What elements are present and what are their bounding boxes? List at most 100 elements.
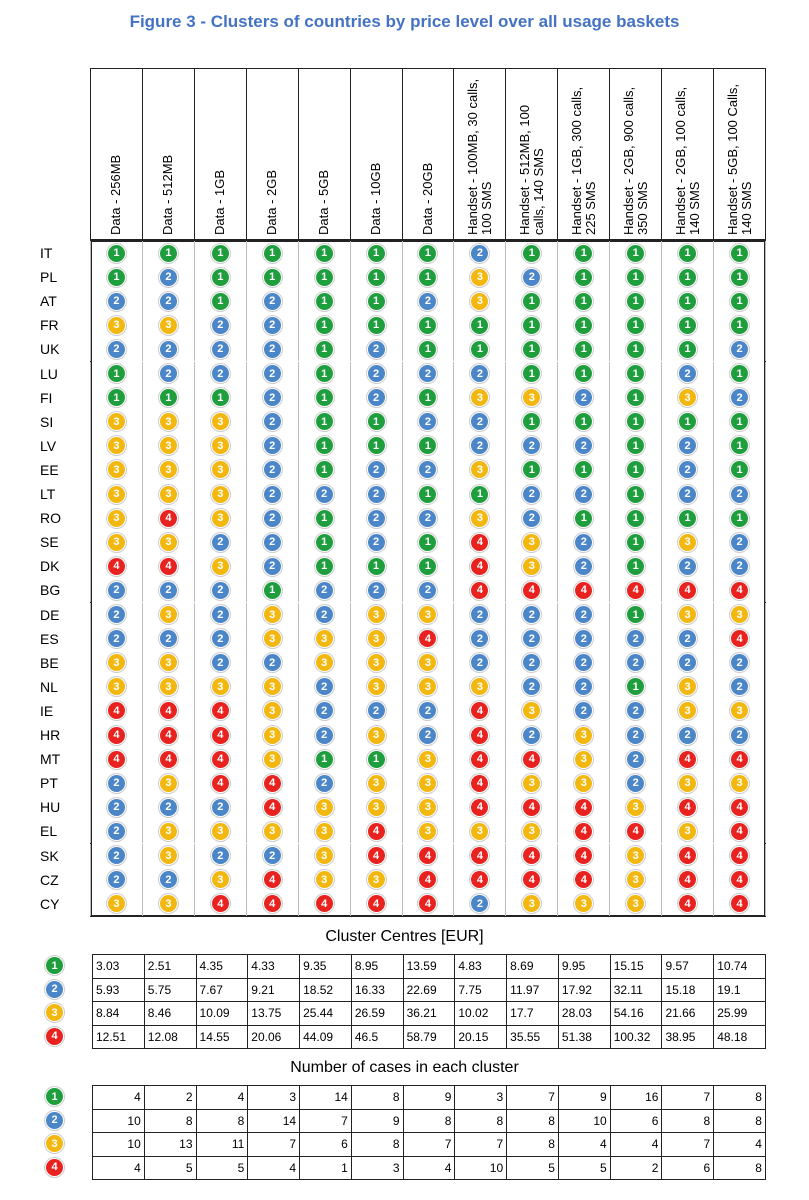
cluster-badge: 2: [523, 678, 541, 696]
cluster-badge: 3: [575, 774, 593, 792]
cell: 2: [713, 554, 766, 579]
value-cell: 4.83: [454, 954, 508, 979]
cluster-badge: 3: [107, 485, 125, 503]
cluster-badge: 4: [731, 798, 749, 816]
cell: 3: [661, 385, 715, 410]
cell: 1: [505, 361, 559, 386]
cell: 1: [505, 409, 559, 434]
cell: 1: [453, 337, 507, 362]
section-title: Cluster Centres [EUR]: [325, 928, 484, 945]
cluster-badge: 2: [731, 678, 749, 696]
cell: 2: [245, 433, 299, 458]
cell: 3: [661, 698, 715, 723]
cell: 4: [453, 578, 507, 603]
cluster-badge: 2: [107, 798, 125, 816]
cluster-badge: 1: [419, 268, 437, 286]
cell: 3: [245, 602, 299, 627]
cluster-badge: 1: [315, 413, 333, 431]
cell: 3: [193, 554, 247, 579]
cluster-badge: 3: [159, 316, 177, 334]
cell: 2: [193, 337, 247, 362]
cluster-badge: 1: [731, 316, 749, 334]
cluster-badge: 3: [731, 702, 749, 720]
cell: 2: [297, 602, 351, 627]
cell: 3: [661, 674, 715, 699]
cell: 2: [349, 337, 403, 362]
country-label: EE: [40, 461, 59, 478]
cell: 1: [609, 337, 663, 362]
column-header: Handset - 1GB, 300 calls, 225 SMS: [557, 68, 611, 240]
cluster-badge: 3: [211, 413, 229, 431]
cell: 3: [453, 385, 507, 410]
cluster-badge: 2: [367, 533, 385, 551]
cluster-badge: 2: [46, 980, 63, 998]
cluster-badge: 3: [159, 461, 177, 479]
cluster-badge: 1: [679, 292, 697, 310]
cell: 1: [713, 361, 766, 386]
cell: 3: [505, 554, 559, 579]
cell: 1: [401, 433, 455, 458]
cell: 3: [661, 602, 715, 627]
cluster-badge: 1: [679, 268, 697, 286]
cell: 1: [609, 482, 663, 507]
cell: 1: [453, 313, 507, 338]
cluster-badge: 1: [367, 750, 385, 768]
cell: 1: [713, 457, 766, 482]
cell: 2: [661, 457, 715, 482]
cluster-badge: 1: [523, 365, 541, 383]
cluster-badge: 2: [159, 581, 177, 599]
value-cell: 10: [92, 1108, 145, 1133]
cell: 4: [453, 698, 507, 723]
cluster-badge: 4: [471, 726, 489, 744]
cluster-badge: 4: [211, 895, 229, 913]
value-cell: 7: [299, 1108, 352, 1133]
cluster-badge: 3: [107, 437, 125, 455]
cluster-badge: 2: [211, 365, 229, 383]
value-cell: 6: [661, 1155, 715, 1180]
value-cell: 5: [143, 1155, 197, 1180]
cluster-badge: 4: [575, 847, 593, 865]
cell: 2: [90, 795, 143, 820]
cell: 4: [401, 891, 455, 916]
cell: 3: [193, 867, 247, 892]
country-label: ES: [40, 630, 59, 647]
value-cell: 11.97: [506, 977, 559, 1002]
cell: 2: [557, 530, 611, 555]
cell: 2: [245, 843, 299, 868]
cluster-badge: 1: [575, 244, 593, 262]
cluster-badge: 2: [315, 702, 333, 720]
cluster-badge: 2: [419, 726, 437, 744]
cell: 1: [609, 506, 663, 531]
country-label: LU: [40, 365, 58, 382]
cell: 1: [713, 289, 766, 314]
cell: 2: [505, 723, 559, 748]
value-cell: 5.93: [92, 977, 145, 1002]
column-header: Data - 1GB: [193, 68, 247, 240]
cluster-badge: 2: [679, 461, 697, 479]
cluster-badge: 1: [679, 340, 697, 358]
column-header: Handset - 2GB, 900 calls, 350 SMS: [609, 68, 663, 240]
cluster-badge: 1: [315, 268, 333, 286]
value-cell: 1: [299, 1155, 352, 1180]
cluster-badge: 1: [315, 244, 333, 262]
cell: 3: [609, 795, 663, 820]
cell: 1: [245, 578, 299, 603]
cluster-badge: 1: [731, 413, 749, 431]
cell: 4: [453, 843, 507, 868]
cluster-badge: 3: [107, 654, 125, 672]
cell: 3: [557, 723, 611, 748]
cell: 1: [557, 265, 611, 290]
cluster-badge: 1: [731, 268, 749, 286]
cluster-badge: 4: [419, 630, 437, 648]
cell: 2: [245, 482, 299, 507]
cell: 1: [661, 337, 715, 362]
country-label: SI: [40, 413, 54, 430]
cell: 3: [141, 409, 195, 434]
value-cell: 5: [195, 1155, 249, 1180]
cell: 4: [90, 698, 143, 723]
value-cell: 9.57: [661, 954, 715, 979]
cell: 3: [245, 698, 299, 723]
value-cell: 4: [713, 1132, 766, 1157]
cell: 2: [557, 626, 611, 651]
cluster-badge: 2: [627, 654, 645, 672]
